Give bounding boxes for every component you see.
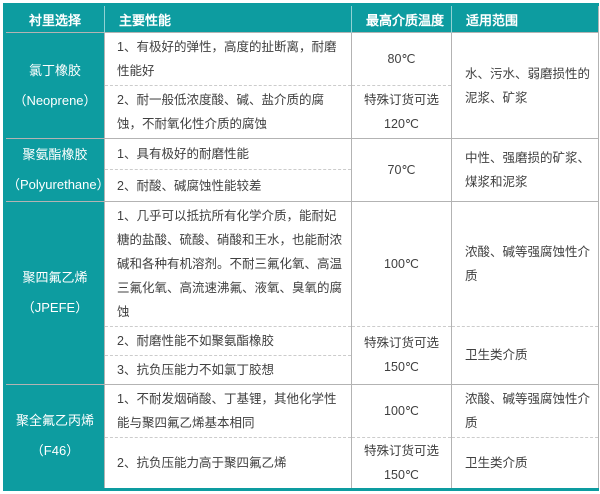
material-name: 聚全氟乙丙烯 <box>15 413 94 429</box>
header-cell-application: 适用范围 <box>451 4 599 33</box>
table-row: 3、抗负压能力不如氯丁胶想 <box>5 354 599 385</box>
header-cell-lining: 衬里选择 <box>4 4 105 33</box>
performance-cell: 1、不耐发烟硝酸、丁基锂，其他化学性能与聚四氟乙烯基本相同 <box>104 383 352 438</box>
temperature-cell: 100℃ <box>351 383 452 438</box>
application-cell: 浓酸、碱等强腐蚀性介质 <box>451 383 599 438</box>
material-subname: （JPEFE） <box>21 299 89 315</box>
table-row: 氯丁橡胶 （Neoprene） 1、有极好的弹性，高度的扯断离，耐磨性能好 80… <box>4 32 599 139</box>
temperature-cell: 80℃ <box>351 32 452 86</box>
table-row: 2、耐酸、碱腐蚀性能较差 <box>5 169 599 202</box>
application-cell: 水、污水、弱磨损性的泥浆、矿浆 <box>451 32 599 139</box>
performance-cell: 2、耐酸、碱腐蚀性能较差 <box>104 169 352 202</box>
performance-cell: 1、有极好的弹性，高度的扯断离，耐磨性能好 <box>104 32 352 86</box>
table-row: 2、耐磨性能不如聚氨酯橡胶 特殊订货可选 150℃ 卫生类介质 <box>5 325 599 385</box>
table-row: 聚氨酯橡胶 （Polyurethane） 1、具有极好的耐磨性能 70℃ 中性、… <box>4 137 599 202</box>
performance-cell: 3、抗负压能力不如氯丁胶想 <box>104 354 352 385</box>
performance-cell: 1、几乎可以抵抗所有化学介质，能耐妃糖的盐酸、硫酸、硝酸和王水，也能耐浓碱和各种… <box>104 200 352 327</box>
lining-selection-table: 衬里选择 主要性能 最高介质温度 适用范围 氯丁橡胶 （Neoprene） 1、… <box>3 3 599 491</box>
temperature-cell: 100℃ <box>351 200 452 327</box>
table-row: 聚全氟乙丙烯 （F46） 1、不耐发烟硝酸、丁基锂，其他化学性能与聚四氟乙烯基本… <box>4 383 599 490</box>
material-name: 聚氨酯橡胶 <box>22 147 88 162</box>
application-cell: 卫生类介质 <box>451 436 599 490</box>
header-row: 衬里选择 主要性能 最高介质温度 适用范围 <box>4 4 599 33</box>
header-cell-performance: 主要性能 <box>104 4 352 33</box>
material-name: 氯丁橡胶 <box>28 62 81 78</box>
performance-cell: 1、具有极好的耐磨性能 <box>104 137 352 170</box>
material-name: 聚四氟乙烯 <box>22 269 88 285</box>
application-cell: 中性、强磨损的矿浆、煤浆和泥浆 <box>451 138 599 202</box>
material-cell: 聚全氟乙丙烯 （F46） <box>4 383 105 490</box>
temperature-cell: 特殊订货可选 150℃ <box>351 436 452 490</box>
table-row: 聚四氟乙烯 （JPEFE） 1、几乎可以抵抗所有化学介质，能耐妃糖的盐酸、硫酸、… <box>4 200 599 385</box>
application-cell: 卫生类介质 <box>451 325 599 385</box>
performance-cell: 2、抗负压能力高于聚四氟乙烯 <box>104 436 352 490</box>
material-cell: 聚氨酯橡胶 （Polyurethane） <box>4 138 110 202</box>
temperature-cell: 特殊订货可选 120℃ <box>351 85 452 139</box>
material-subname: （Neoprene） <box>13 92 97 108</box>
material-subname: （Polyurethane） <box>7 176 110 192</box>
performance-cell: 2、耐一般低浓度酸、碱、盐介质的腐蚀，不耐氧化性介质的腐蚀 <box>104 85 352 139</box>
temperature-cell: 特殊订货可选 150℃ <box>351 325 452 385</box>
material-cell: 聚四氟乙烯 （JPEFE） <box>4 200 105 385</box>
material-cell: 氯丁橡胶 （Neoprene） <box>4 32 105 139</box>
performance-cell: 2、耐磨性能不如聚氨酯橡胶 <box>104 325 352 356</box>
material-subname: （F46） <box>30 443 80 459</box>
temperature-cell: 70℃ <box>351 138 452 202</box>
application-cell: 浓酸、碱等强腐蚀性介质 <box>451 200 599 327</box>
header-cell-max-temp: 最高介质温度 <box>351 4 452 33</box>
table-row: 2、耐一般低浓度酸、碱、盐介质的腐蚀，不耐氧化性介质的腐蚀 特殊订货可选 120… <box>5 85 599 139</box>
